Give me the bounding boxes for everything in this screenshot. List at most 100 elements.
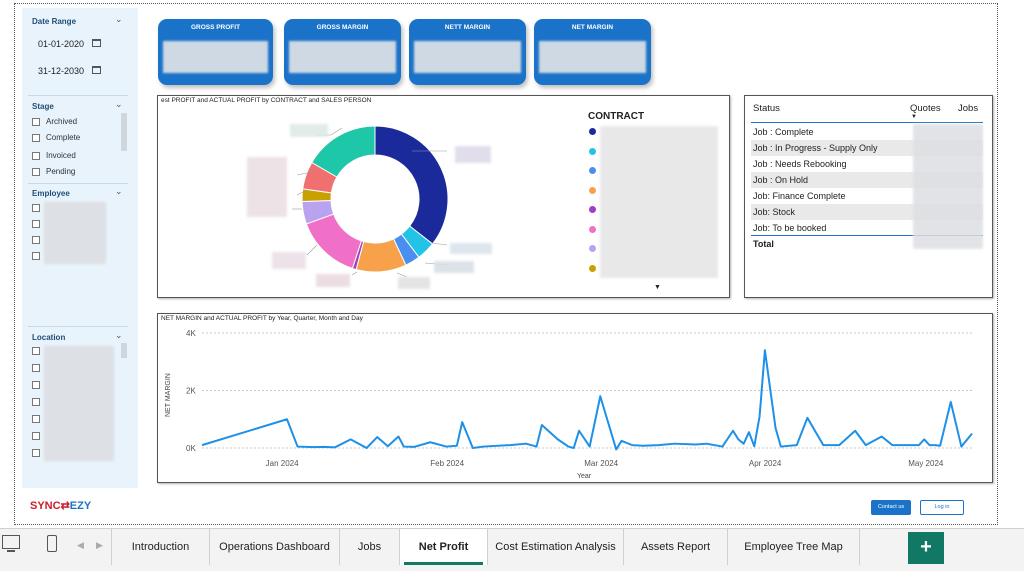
location-option[interactable] bbox=[32, 449, 46, 457]
employee-option[interactable] bbox=[32, 252, 46, 260]
legend-marker[interactable] bbox=[589, 245, 596, 252]
location-scrollbar[interactable] bbox=[121, 343, 127, 358]
redacted-label bbox=[290, 124, 328, 137]
x-tick-label: Jan 2024 bbox=[266, 459, 299, 468]
redacted-value bbox=[539, 41, 646, 73]
legend-marker[interactable] bbox=[589, 128, 596, 135]
desktop-stand-icon bbox=[7, 550, 15, 552]
caret-down-icon[interactable]: ▼ bbox=[654, 284, 661, 291]
redacted-location-names bbox=[44, 346, 114, 461]
tab-assets-report[interactable]: Assets Report bbox=[624, 529, 728, 565]
login-button[interactable]: Log in bbox=[920, 500, 964, 515]
y-axis-title: NET MARGIN bbox=[165, 373, 172, 417]
employee-option[interactable] bbox=[32, 220, 46, 228]
quotes-header[interactable]: Quotes bbox=[910, 103, 941, 114]
x-tick-label: May 2024 bbox=[908, 459, 944, 468]
kpi-card-net-margin: NET MARGIN bbox=[534, 19, 651, 85]
checkbox[interactable] bbox=[32, 398, 40, 406]
stage-scrollbar[interactable] bbox=[121, 113, 127, 151]
tab-employee-tree-map[interactable]: Employee Tree Map bbox=[728, 529, 860, 565]
checkbox[interactable] bbox=[32, 347, 40, 355]
legend-marker[interactable] bbox=[589, 147, 596, 155]
checkbox[interactable] bbox=[32, 364, 40, 372]
legend-marker[interactable] bbox=[589, 206, 596, 213]
x-tick-label: Apr 2024 bbox=[749, 459, 782, 468]
legend-title: CONTRACT bbox=[588, 111, 645, 122]
tab-cost-estimation-analysis[interactable]: Cost Estimation Analysis bbox=[488, 529, 624, 565]
legend-marker[interactable] bbox=[589, 264, 596, 272]
employee-option[interactable] bbox=[32, 204, 46, 212]
checkbox[interactable] bbox=[32, 167, 40, 176]
chevron-right-icon[interactable]: ▶ bbox=[96, 540, 103, 550]
checkbox[interactable] bbox=[32, 204, 40, 212]
checkbox[interactable] bbox=[32, 133, 40, 142]
jobs-header[interactable]: Jobs bbox=[958, 103, 979, 114]
location-title: Location bbox=[32, 333, 66, 342]
chevron-down-icon[interactable]: ⌄ bbox=[115, 14, 123, 24]
stage-option-complete[interactable]: Complete bbox=[32, 133, 80, 142]
redacted-values bbox=[913, 124, 983, 249]
donut-chart[interactable] bbox=[157, 95, 730, 298]
donut-slice[interactable] bbox=[311, 125, 376, 178]
status-header[interactable]: Status bbox=[753, 103, 780, 114]
checkbox[interactable] bbox=[32, 449, 40, 457]
page-tab-bar: ◀ ▶ Introduction Operations Dashboard Jobs… bbox=[0, 528, 1024, 571]
checkbox[interactable] bbox=[32, 381, 40, 389]
employee-option[interactable] bbox=[32, 236, 46, 244]
tab-introduction[interactable]: Introduction bbox=[111, 529, 210, 565]
add-page-button[interactable]: + bbox=[908, 532, 944, 564]
y-tick-label: 4K bbox=[186, 329, 196, 338]
tab-operations-dashboard[interactable]: Operations Dashboard bbox=[210, 529, 340, 565]
start-date-input[interactable]: 01-01-2020 bbox=[38, 39, 85, 49]
checkbox[interactable] bbox=[32, 220, 40, 228]
location-option[interactable] bbox=[32, 347, 46, 355]
checkbox[interactable] bbox=[32, 236, 40, 244]
sort-desc-icon: ▼ bbox=[911, 114, 917, 120]
desktop-view-icon[interactable] bbox=[2, 535, 20, 549]
tab-jobs[interactable]: Jobs bbox=[340, 529, 400, 565]
legend-marker[interactable] bbox=[589, 225, 596, 233]
location-option[interactable] bbox=[32, 364, 46, 372]
kpi-title: NET MARGIN bbox=[571, 24, 614, 31]
location-option[interactable] bbox=[32, 415, 46, 423]
line-chart-card[interactable]: NET MARGIN and ACTUAL PROFIT by Year, Qu… bbox=[157, 313, 993, 483]
chart-title: NET MARGIN and ACTUAL PROFIT by Year, Qu… bbox=[161, 315, 363, 322]
chevron-down-icon[interactable]: ⌄ bbox=[115, 330, 123, 340]
line-chart[interactable]: 0K 2K 4K Jan 2024 Feb 2024 Mar 2024 Apr 2024 Ma… bbox=[157, 313, 993, 483]
checkbox[interactable] bbox=[32, 432, 40, 440]
checkbox[interactable] bbox=[32, 415, 40, 423]
date-range-title: Date Range bbox=[32, 17, 77, 26]
total-row: Total bbox=[753, 239, 774, 249]
donut-slice[interactable] bbox=[305, 213, 363, 270]
stage-option-pending[interactable]: Pending bbox=[32, 167, 75, 176]
stage-option-archived[interactable]: Archived bbox=[32, 117, 77, 126]
location-option[interactable] bbox=[32, 398, 46, 406]
calendar-icon[interactable] bbox=[92, 39, 101, 47]
legend-marker[interactable] bbox=[589, 167, 596, 174]
donut-slice[interactable] bbox=[374, 125, 449, 245]
syncezy-logo: SYNC⇄EZY bbox=[30, 500, 92, 512]
chevron-down-icon[interactable]: ⌄ bbox=[115, 186, 123, 196]
y-tick-label: 0K bbox=[186, 444, 196, 453]
redacted-legend-labels bbox=[600, 126, 718, 278]
end-date-input[interactable]: 31-12-2030 bbox=[38, 66, 85, 76]
checkbox[interactable] bbox=[32, 117, 40, 126]
kpi-title: GROSS PROFIT bbox=[190, 24, 241, 31]
contact-us-button[interactable]: Contact us bbox=[871, 500, 911, 515]
calendar-icon[interactable] bbox=[92, 66, 101, 74]
checkbox[interactable] bbox=[32, 151, 40, 160]
kpi-card-gross-profit: GROSS PROFIT bbox=[158, 19, 273, 85]
location-option[interactable] bbox=[32, 381, 46, 389]
kpi-title: GROSS MARGIN bbox=[316, 24, 369, 31]
series-line[interactable] bbox=[201, 349, 973, 451]
redacted-value bbox=[289, 41, 396, 73]
location-option[interactable] bbox=[32, 432, 46, 440]
x-tick-label: Mar 2024 bbox=[584, 459, 618, 468]
checkbox[interactable] bbox=[32, 252, 40, 260]
chevron-left-icon[interactable]: ◀ bbox=[77, 540, 84, 550]
mobile-view-icon[interactable] bbox=[47, 535, 57, 552]
tab-net-profit[interactable]: Net Profit bbox=[400, 529, 488, 565]
legend-marker[interactable] bbox=[589, 186, 596, 194]
chevron-down-icon[interactable]: ⌄ bbox=[115, 99, 123, 109]
stage-option-invoiced[interactable]: Invoiced bbox=[32, 151, 76, 160]
